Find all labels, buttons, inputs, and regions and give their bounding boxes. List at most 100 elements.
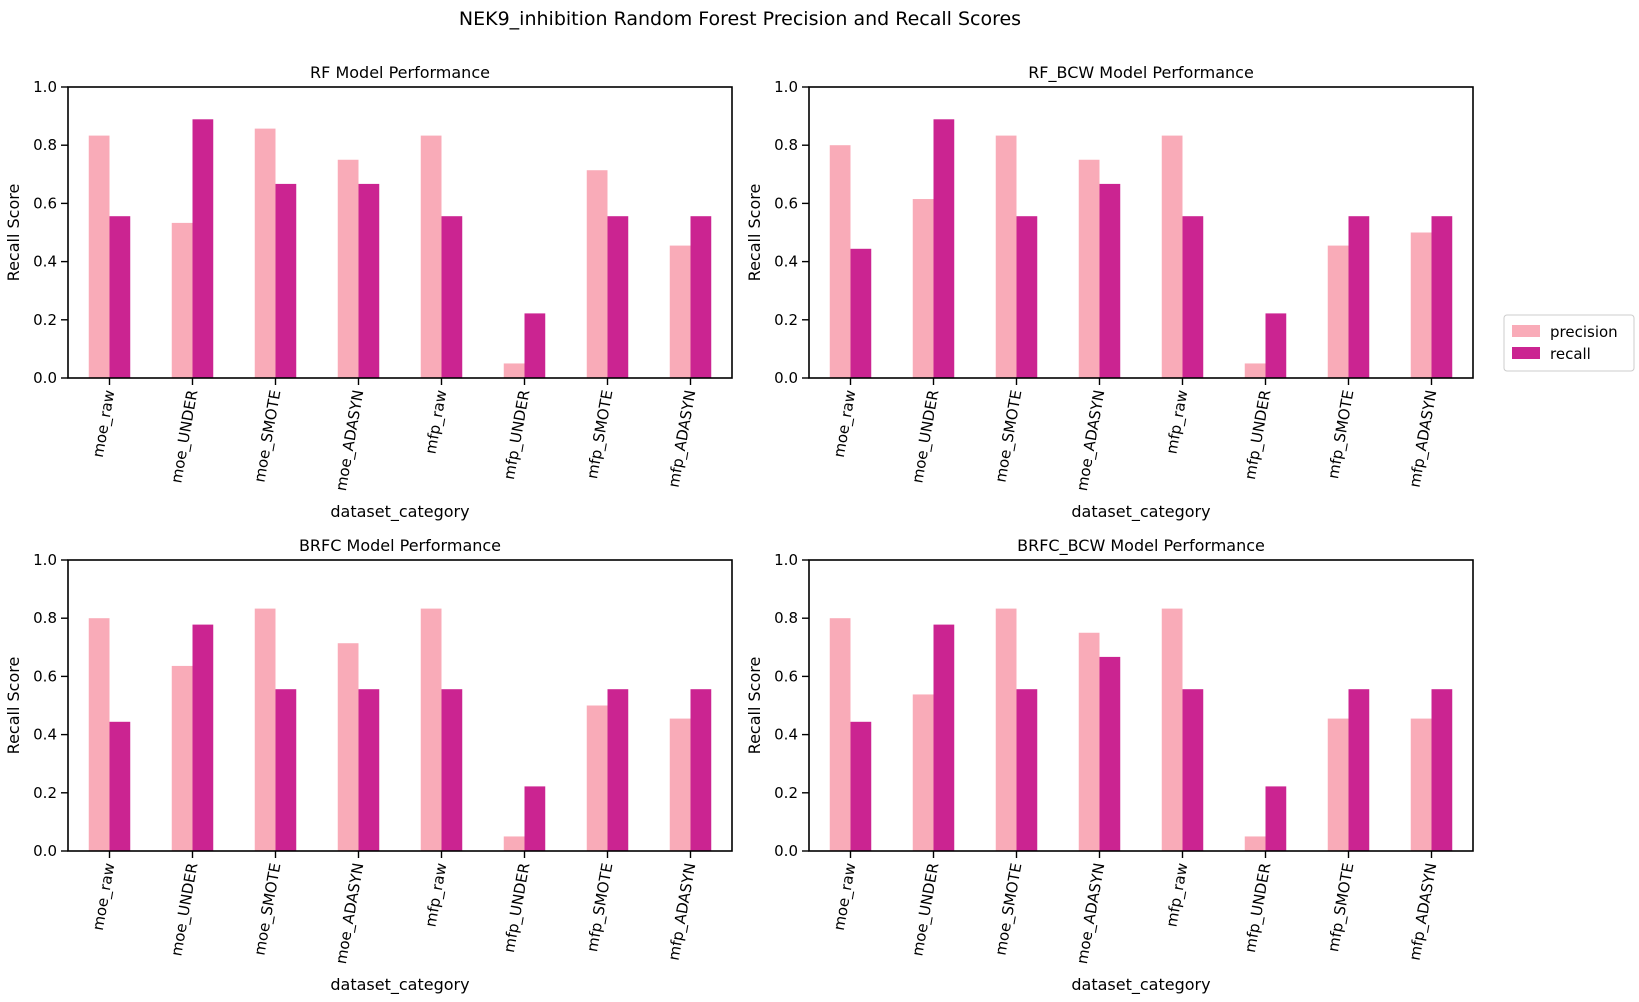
bar-precision-mfp_SMOTE — [586, 170, 608, 378]
x-tick-label: moe_SMOTE — [250, 389, 285, 484]
x-tick-label: mfp_raw — [422, 389, 452, 456]
bar-precision-moe_UNDER — [171, 222, 193, 378]
bar-precision-moe_UNDER — [912, 694, 934, 851]
y-axis-label: Recall Score — [4, 184, 23, 282]
bar-precision-moe_raw — [88, 135, 110, 378]
subplot-title: BRFC Model Performance — [299, 536, 501, 555]
bar-precision-mfp_ADASYN — [1410, 718, 1432, 851]
x-tick-label: moe_ADASYN — [1073, 862, 1109, 966]
x-tick-label: moe_raw — [830, 862, 861, 932]
bar-precision-mfp_SMOTE — [586, 705, 608, 851]
subplot-title: RF Model Performance — [310, 63, 490, 82]
y-tick-label: 0.4 — [33, 726, 57, 744]
legend-label-precision: precision — [1550, 323, 1618, 341]
bar-recall-moe_UNDER — [192, 119, 214, 379]
legend-swatch-recall — [1512, 347, 1540, 359]
bar-recall-moe_SMOTE — [1016, 216, 1038, 378]
x-tick-label: mfp_SMOTE — [1324, 389, 1358, 481]
x-tick-label: mfp_UNDER — [1241, 862, 1275, 955]
bar-recall-mfp_SMOTE — [607, 689, 629, 851]
x-axis-label: dataset_category — [1071, 502, 1210, 522]
bar-recall-mfp_UNDER — [524, 786, 546, 851]
bar-recall-moe_raw — [109, 216, 131, 378]
bar-precision-moe_ADASYN — [1078, 632, 1100, 851]
x-tick-label: mfp_UNDER — [1241, 389, 1275, 482]
x-tick-label: moe_UNDER — [908, 862, 943, 958]
bar-precision-moe_ADASYN — [1078, 159, 1100, 378]
subplot-title: RF_BCW Model Performance — [1028, 63, 1254, 83]
bar-precision-moe_ADASYN — [337, 643, 359, 851]
bar-precision-moe_ADASYN — [337, 159, 359, 378]
y-tick-label: 0.0 — [33, 369, 57, 387]
bar-precision-mfp_raw — [420, 608, 442, 851]
bar-recall-moe_ADASYN — [1099, 183, 1121, 378]
subplot-2: RF_BCW Model Performance 0.0 0.2 0.4 0.6 0.8 1… — [745, 63, 1474, 522]
x-tick-label: moe_UNDER — [167, 862, 202, 958]
y-tick-label: 0.0 — [774, 369, 798, 387]
bar-recall-moe_SMOTE — [275, 689, 297, 851]
bar-precision-mfp_UNDER — [1244, 836, 1266, 851]
x-tick-label: moe_UNDER — [908, 389, 943, 485]
bar-recall-mfp_raw — [1182, 689, 1204, 851]
bar-recall-moe_ADASYN — [358, 183, 380, 378]
bar-recall-mfp_raw — [441, 216, 463, 378]
y-tick-label: 0.8 — [774, 136, 798, 154]
x-tick-label: mfp_raw — [1163, 389, 1193, 456]
bar-precision-moe_UNDER — [912, 199, 934, 378]
bar-recall-mfp_ADASYN — [1431, 216, 1453, 378]
y-tick-label: 1.0 — [774, 78, 798, 96]
x-tick-label: moe_SMOTE — [991, 389, 1026, 484]
subplot-title: BRFC_BCW Model Performance — [1017, 536, 1265, 556]
bar-precision-mfp_UNDER — [1244, 363, 1266, 378]
y-tick-label: 0.4 — [774, 726, 798, 744]
y-tick-label: 0.4 — [33, 253, 57, 271]
bar-precision-mfp_ADASYN — [669, 245, 691, 378]
y-tick-label: 0.6 — [774, 194, 798, 212]
legend: precision recall — [1503, 314, 1635, 372]
x-tick-label: mfp_raw — [422, 862, 452, 929]
axes-frame — [808, 86, 1474, 379]
subplot-4: BRFC_BCW Model Performance 0.0 0.2 0.4 0.6 0.… — [745, 536, 1474, 995]
bar-recall-moe_ADASYN — [1099, 656, 1121, 851]
bar-recall-moe_raw — [109, 721, 131, 851]
bar-recall-mfp_UNDER — [524, 313, 546, 378]
legend-swatch-precision — [1512, 325, 1540, 337]
bar-precision-mfp_raw — [1161, 608, 1183, 851]
y-tick-label: 1.0 — [33, 551, 57, 569]
bar-recall-mfp_ADASYN — [690, 216, 712, 378]
bar-precision-mfp_ADASYN — [1410, 232, 1432, 378]
x-axis-label: dataset_category — [330, 975, 469, 995]
axes-frame — [67, 86, 733, 379]
x-tick-label: mfp_ADASYN — [665, 862, 701, 962]
bar-precision-moe_SMOTE — [995, 135, 1017, 378]
x-tick-label: moe_raw — [89, 862, 120, 932]
y-axis-label: Recall Score — [745, 184, 764, 282]
bar-recall-mfp_ADASYN — [1431, 689, 1453, 851]
x-tick-label: moe_raw — [830, 389, 861, 459]
y-tick-label: 0.8 — [33, 609, 57, 627]
x-tick-label: mfp_ADASYN — [1406, 862, 1442, 962]
y-tick-label: 1.0 — [33, 78, 57, 96]
x-tick-label: moe_SMOTE — [991, 862, 1026, 957]
bar-precision-mfp_raw — [420, 135, 442, 378]
bar-precision-mfp_SMOTE — [1327, 245, 1349, 378]
y-tick-label: 0.2 — [33, 784, 57, 802]
y-tick-label: 1.0 — [774, 551, 798, 569]
y-tick-label: 0.2 — [774, 311, 798, 329]
bar-precision-mfp_SMOTE — [1327, 718, 1349, 851]
bar-precision-moe_SMOTE — [254, 608, 276, 851]
x-tick-label: mfp_SMOTE — [583, 389, 617, 481]
bar-precision-moe_UNDER — [171, 665, 193, 851]
x-tick-label: mfp_ADASYN — [665, 389, 701, 489]
y-tick-label: 0.0 — [774, 842, 798, 860]
bar-precision-mfp_UNDER — [503, 363, 525, 378]
bar-recall-moe_SMOTE — [275, 183, 297, 378]
y-tick-label: 0.2 — [774, 784, 798, 802]
y-axis-label: Recall Score — [4, 657, 23, 755]
x-tick-label: moe_raw — [89, 389, 120, 459]
bar-recall-mfp_UNDER — [1265, 786, 1287, 851]
y-tick-label: 0.4 — [774, 253, 798, 271]
bar-recall-moe_raw — [850, 248, 872, 378]
y-tick-label: 0.6 — [33, 667, 57, 685]
